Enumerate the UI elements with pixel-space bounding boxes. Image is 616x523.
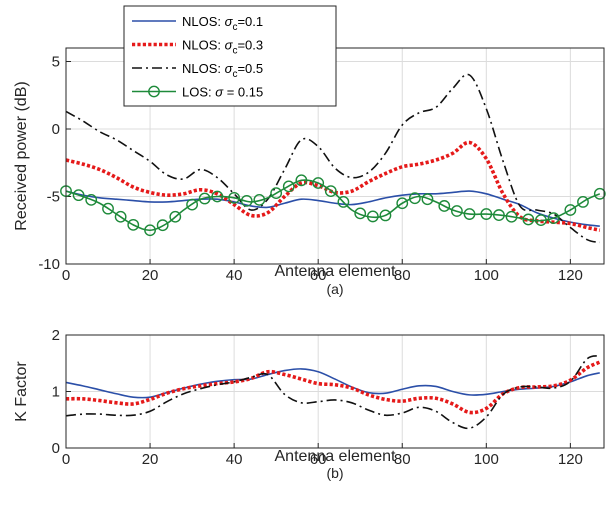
x-tick-label: 0: [62, 267, 70, 284]
data-point-los: [396, 197, 409, 210]
data-point-los: [337, 195, 350, 208]
series-line-nlos01: [65, 190, 600, 227]
legend-label-nlos05: NLOS: σc=0.5: [182, 61, 263, 80]
legend: NLOS: σc=0.1 NLOS: σc=0.3 NLOS: σc=0.5 LOS:…: [123, 5, 337, 107]
data-point-los: [312, 177, 325, 189]
x-tick-label: 20: [142, 451, 159, 468]
x-tick-label: 100: [474, 451, 499, 468]
data-point-los: [282, 180, 295, 193]
data-point-los: [156, 219, 169, 232]
data-point-los: [593, 187, 606, 200]
data-point-los: [522, 213, 535, 226]
legend-marker-los: [148, 85, 160, 98]
data-point-los: [480, 208, 493, 220]
data-point-los: [72, 189, 85, 202]
x-tick-label: 80: [394, 451, 411, 468]
panel-b: 0 20 40 60 80 100 120 0 1 2 Antenna element K Facto…: [13, 327, 605, 481]
data-point-los: [85, 193, 98, 206]
data-point-los: [198, 192, 211, 205]
data-point-los: [295, 174, 308, 187]
x-tick-label: 60: [310, 451, 327, 468]
y-tick-label: 1: [52, 384, 60, 401]
data-point-los: [463, 208, 476, 220]
legend-label-nlos03: NLOS: σc=0.3: [182, 38, 263, 57]
panel-a: 0 20 40 60 80 100 120 -10 -5 0 5 Antenna element Rec…: [13, 5, 606, 297]
series-line-nlos05: [65, 355, 600, 430]
y-axis-label: Received power (dB): [13, 81, 30, 230]
x-axis-label: Antenna element: [275, 263, 397, 280]
x-tick-label: 0: [62, 451, 70, 468]
data-point-los: [144, 224, 156, 237]
y-tick-label: 2: [52, 327, 60, 344]
data-point-los: [366, 210, 379, 223]
x-tick-label: 40: [226, 451, 243, 468]
y-tick-label: -5: [47, 189, 60, 206]
x-tick-label: 100: [474, 267, 499, 284]
data-point-los: [535, 214, 547, 227]
data-point-los: [186, 198, 198, 211]
y-axis-label: K Factor: [13, 361, 30, 422]
data-point-los: [270, 187, 283, 200]
data-point-los: [240, 194, 253, 207]
y-tick-label: -10: [38, 256, 60, 273]
x-tick-label: 120: [558, 267, 583, 284]
x-tick-label: 80: [394, 267, 411, 284]
data-point-los: [211, 190, 224, 203]
data-point-los: [253, 193, 266, 206]
panel-caption: (a): [326, 281, 343, 297]
data-point-los: [547, 212, 560, 225]
data-point-los: [577, 195, 589, 208]
axes-frame: [65, 334, 605, 449]
y-tick-label: 0: [52, 440, 60, 457]
data-point-los: [408, 192, 421, 205]
data-point-los: [127, 218, 140, 231]
x-tick-label: 40: [226, 267, 243, 284]
data-point-los: [379, 209, 392, 222]
series-line-nlos01: [65, 368, 600, 399]
x-tick-label: 20: [142, 267, 159, 284]
data-point-los: [102, 202, 114, 215]
series-line-nlos03: [65, 140, 601, 233]
data-point-los: [505, 210, 518, 223]
x-axis-label: Antenna element: [275, 448, 397, 465]
x-tick-label: 120: [558, 451, 583, 468]
series-line-nlos05: [65, 73, 600, 244]
data-point-los: [324, 185, 337, 198]
x-tick-label: 60: [310, 267, 327, 284]
data-point-los: [169, 210, 182, 223]
data-point-los: [421, 193, 434, 206]
data-point-los: [228, 191, 241, 204]
legend-label-los: LOS: σ = 0.15: [182, 85, 263, 100]
legend-label-nlos01: NLOS: σc=0.1: [182, 14, 263, 33]
data-point-los: [354, 207, 367, 220]
y-tick-label: 0: [52, 121, 60, 138]
y-tick-label: 5: [52, 54, 60, 71]
data-point-los: [450, 205, 463, 217]
data-point-los: [493, 209, 505, 221]
data-point-los: [564, 204, 577, 216]
panel-caption: (b): [326, 465, 343, 481]
data-point-los: [438, 200, 451, 212]
data-point-los: [114, 210, 127, 223]
